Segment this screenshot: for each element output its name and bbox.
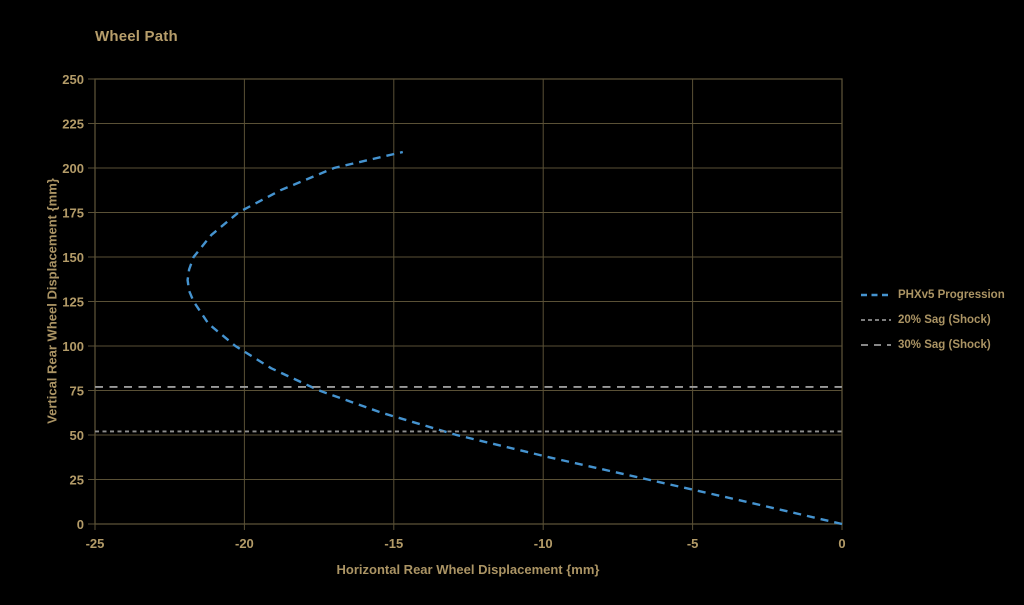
wheel-path-curve [186,150,843,526]
plot-border [94,78,843,525]
legend-label: 30% Sag (Shock) [898,339,991,351]
y-tick-label: 75 [70,384,84,399]
y-tick-label: 200 [62,161,84,176]
y-tick-label: 150 [62,250,84,265]
y-tick-label: 125 [62,295,84,310]
x-tick-label: -15 [384,536,403,551]
legend-item-30-sag: 30% Sag (Shock) [861,337,1005,353]
legend-item-phxv5-progression: PHXv5 Progression [861,287,1005,303]
y-tick-label: 25 [70,473,84,488]
legend-label: 20% Sag (Shock) [898,314,991,326]
y-tick-label: 250 [62,72,84,87]
y-tick-label: 225 [62,117,84,132]
chart-title: Wheel Path [95,28,178,45]
y-tick-label: 100 [62,339,84,354]
y-tick-label: 175 [62,206,84,221]
dashed-line-swatch-blue [861,293,891,297]
x-tick-label: -25 [86,536,105,551]
legend-item-20-sag: 20% Sag (Shock) [861,312,1005,328]
legend: PHXv5 Progression 20% Sag (Shock) 30% Sa… [861,287,1005,362]
x-tick-label: -5 [687,536,699,551]
y-tick-label: 0 [77,517,84,532]
x-tick-label: -10 [534,536,553,551]
dashed-line-swatch-gray-dense [861,319,891,321]
dashed-line-swatch-gray-sparse [861,344,891,346]
y-tick-label: 50 [70,428,84,443]
x-tick-label: -20 [235,536,254,551]
x-tick-label: 0 [838,536,845,551]
legend-label: PHXv5 Progression [898,289,1005,301]
x-axis-title: Horizontal Rear Wheel Displacement {mm} [336,562,600,577]
